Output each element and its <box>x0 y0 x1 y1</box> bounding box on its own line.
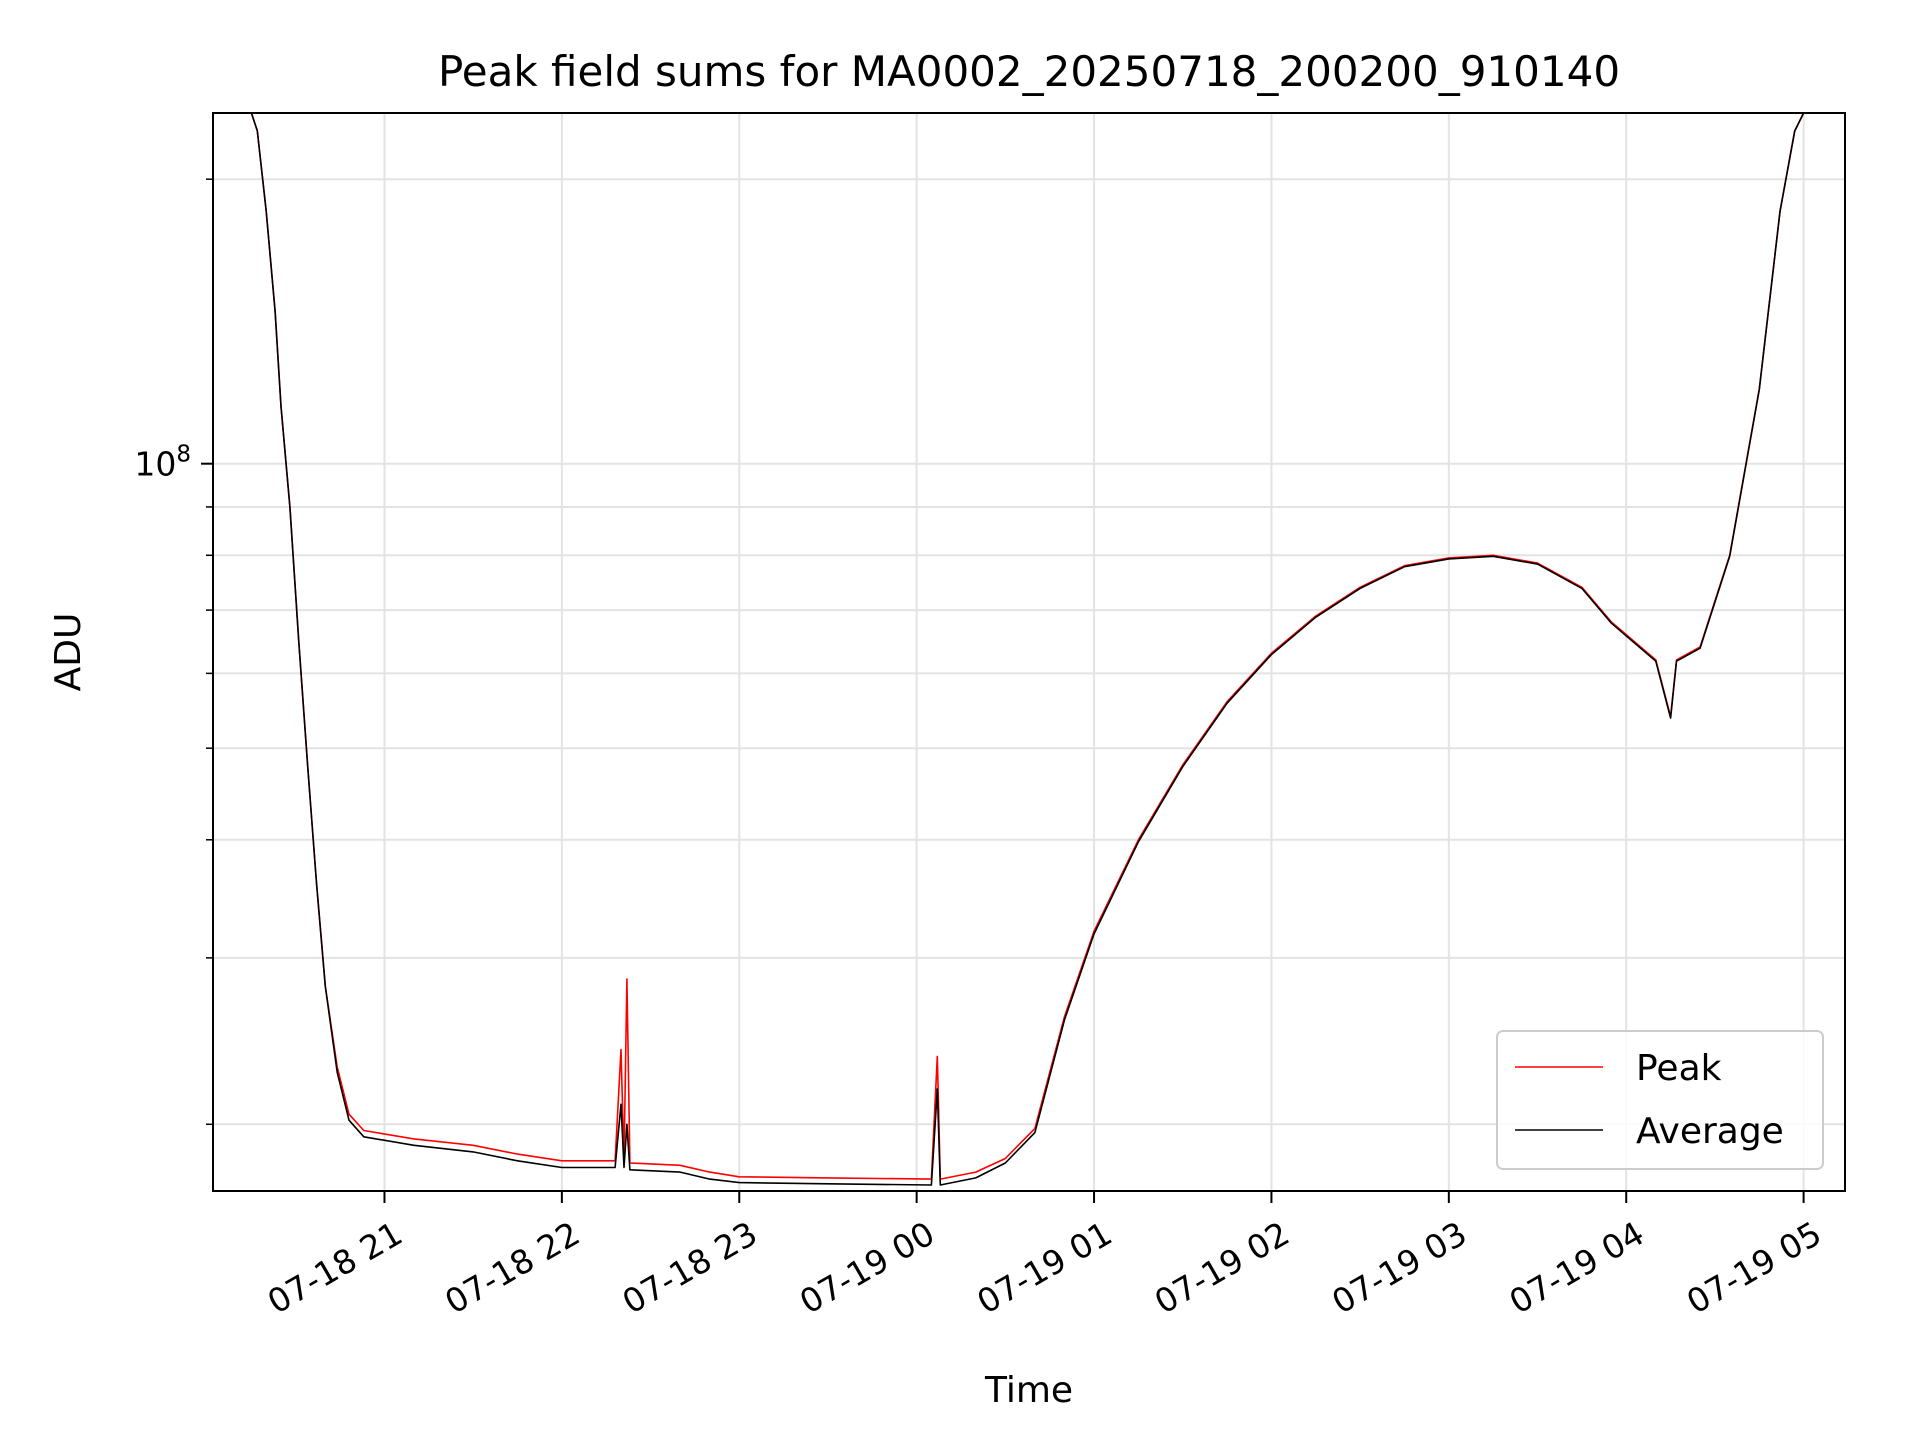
y-tick-label: 108 <box>134 442 191 484</box>
legend-label-peak: Peak <box>1636 1048 1722 1089</box>
grid-layer <box>213 113 1845 1191</box>
x-tick-label: 07-19 03 <box>1325 1214 1473 1322</box>
x-tick-label: 07-19 00 <box>793 1214 941 1322</box>
x-tick-label: 07-19 05 <box>1680 1214 1828 1322</box>
plot-frame <box>212 112 1846 1192</box>
y-axis-label: ADU <box>48 613 89 692</box>
x-axis-label: Time <box>984 1370 1073 1411</box>
series-line-peak <box>250 113 1845 1180</box>
x-tick-label: 07-18 23 <box>616 1214 764 1322</box>
x-tick-label: 07-19 01 <box>970 1214 1118 1322</box>
x-tick-label: 07-19 02 <box>1148 1214 1296 1322</box>
y-tick-label-exponent: 8 <box>176 442 191 468</box>
legend-label-average: Average <box>1636 1111 1784 1152</box>
x-tick-label: 07-19 04 <box>1503 1214 1651 1322</box>
legend-box <box>1496 1030 1824 1170</box>
y-tick-label-base: 10 <box>134 445 176 484</box>
series-line-average <box>250 113 1845 1186</box>
series-layer <box>250 113 1845 1186</box>
legend: Peak Average <box>1496 1030 1824 1170</box>
x-tick-label: 07-18 21 <box>261 1214 409 1322</box>
chart-title: Peak field sums for MA0002_20250718_2002… <box>438 47 1620 96</box>
x-tick-label: 07-18 22 <box>438 1214 586 1322</box>
